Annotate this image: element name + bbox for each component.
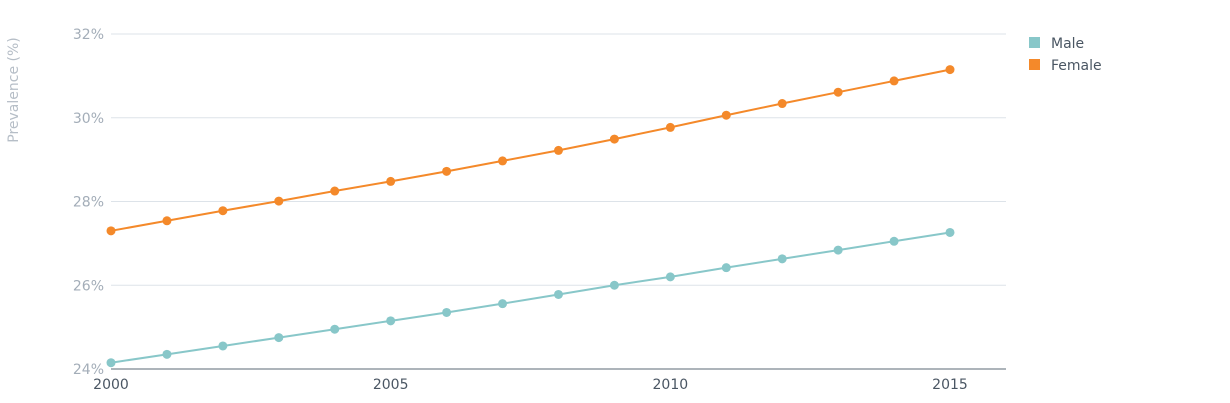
- x-tick-label: 2010: [653, 377, 689, 393]
- data-point-male[interactable]: [945, 227, 955, 237]
- y-axis-tick-labels: 24% 26% 28% 30% 32%: [73, 27, 104, 378]
- gridlines: [111, 33, 1006, 370]
- data-point-male[interactable]: [498, 299, 508, 309]
- data-point-female[interactable]: [553, 145, 563, 155]
- x-axis-tick-labels: 2000 2005 2010 2015: [93, 377, 968, 393]
- data-point-female[interactable]: [777, 99, 787, 109]
- series-male: [106, 227, 955, 368]
- data-point-male[interactable]: [553, 289, 563, 299]
- legend-swatch: [1029, 59, 1040, 70]
- data-point-male[interactable]: [889, 236, 899, 246]
- data-point-female[interactable]: [889, 76, 899, 86]
- data-point-male[interactable]: [274, 333, 284, 343]
- series-line-male: [110, 231, 951, 364]
- legend-label: Female: [1051, 58, 1102, 74]
- data-point-female[interactable]: [330, 186, 340, 196]
- data-point-female[interactable]: [609, 134, 619, 144]
- data-point-female[interactable]: [498, 156, 508, 166]
- y-tick-label: 30%: [73, 111, 104, 127]
- data-point-female[interactable]: [386, 176, 396, 186]
- legend-label: Male: [1051, 36, 1084, 52]
- data-point-male[interactable]: [330, 324, 340, 334]
- legend-item-female[interactable]: Female: [1029, 58, 1102, 74]
- series-layer: [106, 65, 955, 368]
- data-point-male[interactable]: [442, 307, 452, 317]
- data-point-female[interactable]: [833, 87, 843, 97]
- x-tick-label: 2005: [373, 377, 409, 393]
- y-tick-label: 32%: [73, 27, 104, 43]
- series-line-female: [110, 68, 951, 232]
- legend-swatch: [1029, 37, 1040, 48]
- data-point-female[interactable]: [162, 216, 172, 226]
- data-point-female[interactable]: [218, 206, 228, 216]
- data-point-male[interactable]: [106, 358, 116, 368]
- y-tick-label: 24%: [73, 362, 104, 378]
- data-point-male[interactable]: [777, 254, 787, 264]
- data-point-female[interactable]: [442, 166, 452, 176]
- data-point-male[interactable]: [609, 280, 619, 290]
- data-point-male[interactable]: [665, 272, 675, 282]
- y-tick-label: 28%: [73, 195, 104, 211]
- data-point-male[interactable]: [833, 245, 843, 255]
- legend: Male Female: [1029, 36, 1102, 74]
- y-tick-label: 26%: [73, 278, 104, 294]
- data-point-female[interactable]: [945, 65, 955, 75]
- data-point-female[interactable]: [665, 122, 675, 132]
- data-point-female[interactable]: [721, 110, 731, 120]
- data-point-male[interactable]: [721, 263, 731, 273]
- data-point-male[interactable]: [162, 349, 172, 359]
- x-tick-label: 2015: [932, 377, 968, 393]
- series-female: [106, 65, 955, 236]
- data-point-female[interactable]: [274, 196, 284, 206]
- legend-item-male[interactable]: Male: [1029, 36, 1084, 52]
- data-point-male[interactable]: [218, 341, 228, 351]
- data-point-female[interactable]: [106, 226, 116, 236]
- y-axis-title: Prevalence (%): [6, 37, 22, 143]
- x-tick-label: 2000: [93, 377, 129, 393]
- data-point-male[interactable]: [386, 316, 396, 326]
